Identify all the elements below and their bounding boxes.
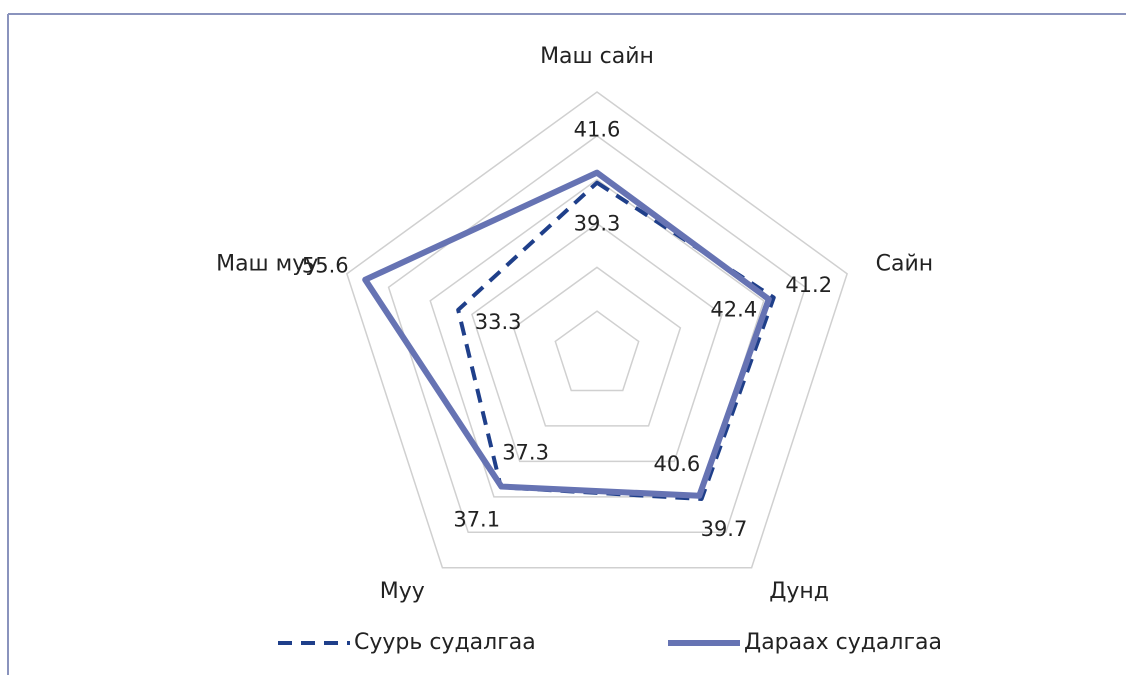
category-label: Маш муу: [216, 251, 318, 276]
data-label: 33.3: [475, 310, 522, 334]
grid-ring: [429, 178, 765, 498]
data-label: 40.6: [654, 452, 701, 476]
data-label: 37.3: [502, 440, 549, 464]
grid-ring: [512, 266, 682, 427]
data-label: 37.1: [453, 508, 500, 532]
data-label: 41.2: [785, 273, 832, 297]
data-label: 55.6: [302, 254, 349, 278]
legend-label: Суурь судалгаа: [354, 630, 536, 655]
series-line: [362, 169, 772, 499]
grid-ring: [387, 134, 807, 534]
data-label: 41.6: [574, 118, 621, 142]
series-line: [456, 180, 776, 501]
grid-ring: [345, 91, 849, 569]
grid-ring: [471, 222, 723, 463]
category-label: Дунд: [769, 579, 829, 604]
legend-label: Дараах судалгаа: [744, 630, 942, 655]
category-label: Сайн: [876, 251, 934, 276]
data-label: 42.4: [710, 298, 757, 322]
data-label: 39.7: [701, 517, 748, 541]
grid-ring: [554, 310, 640, 392]
category-label: Маш сайн: [540, 44, 654, 69]
category-label: Муу: [380, 579, 425, 604]
data-label: 39.3: [574, 212, 621, 236]
